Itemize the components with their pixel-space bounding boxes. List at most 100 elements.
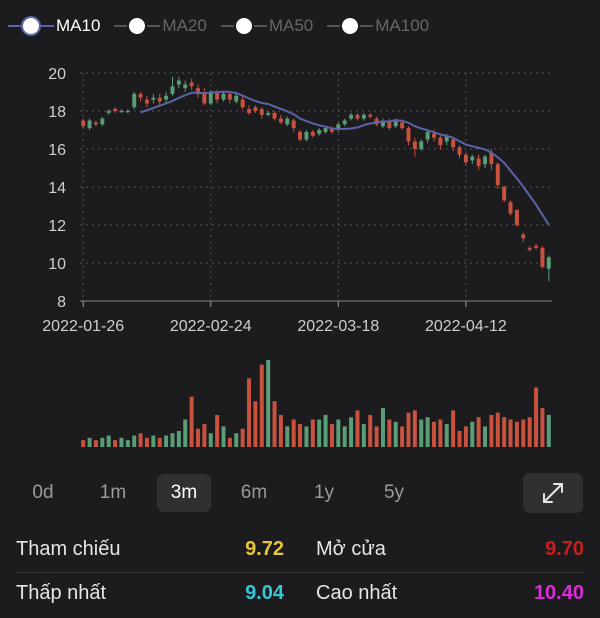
legend-item-ma10[interactable]: MA10 <box>8 12 100 40</box>
tab-1y[interactable]: 1y <box>313 482 335 503</box>
candle-body <box>317 130 322 134</box>
legend-item-ma100[interactable]: MA100 <box>327 12 429 40</box>
candle-body <box>412 141 417 149</box>
candle-body <box>87 120 92 129</box>
volume-bar <box>502 417 507 447</box>
candle-body <box>189 82 194 87</box>
candle-body <box>106 111 111 113</box>
candle-body <box>310 131 315 136</box>
volume-bar <box>323 414 328 447</box>
volume-bar <box>183 419 188 447</box>
legend-label-ma50: MA50 <box>268 16 314 35</box>
volume-bar <box>138 433 143 447</box>
candle-body <box>380 120 385 127</box>
volume-bar <box>495 412 500 447</box>
tab-5y[interactable]: 5y <box>383 482 405 503</box>
volume-bar <box>412 410 417 447</box>
volume-bar <box>113 440 118 447</box>
candle-body <box>240 99 245 108</box>
volume-bar <box>540 408 545 447</box>
candle-body <box>176 80 181 85</box>
volume-bar <box>176 430 181 447</box>
ma50-toggle-icon <box>220 12 267 40</box>
expand-icon <box>543 483 563 503</box>
volume-bar <box>164 435 169 447</box>
candle-body <box>483 156 488 165</box>
volume-bar <box>432 421 436 447</box>
volume-bar <box>240 428 245 447</box>
volume-bar <box>368 414 373 447</box>
candle-body <box>476 158 481 167</box>
candle-body <box>183 84 188 89</box>
candle-body <box>361 114 366 119</box>
ma20-toggle-icon <box>114 12 161 40</box>
volume-bar <box>380 408 385 447</box>
candle-body <box>400 122 405 129</box>
candle-body <box>272 112 277 119</box>
volume-bar <box>457 430 462 447</box>
candle-body <box>521 234 526 239</box>
candle-body <box>196 88 200 94</box>
stat-high-label: Cao nhất <box>316 582 398 604</box>
ma100-toggle-icon <box>327 12 374 40</box>
tab-6m[interactable]: 6m <box>240 482 268 503</box>
candle-body <box>534 245 539 248</box>
ma-legend: MA10 MA20 MA50 MA100 <box>8 12 443 40</box>
volume-bar <box>151 435 156 447</box>
candle-body <box>304 131 309 140</box>
volume-bar <box>470 421 475 447</box>
volume-bar <box>253 401 258 447</box>
candle-body <box>457 147 462 155</box>
candle-body <box>234 95 239 102</box>
volume-bar <box>342 426 347 447</box>
volume-bar <box>425 417 430 447</box>
price-chart[interactable]: 8 10 12 14 16 18 20 2022-01-26 2022-02-24 2022-03… <box>0 0 600 460</box>
candle-body <box>119 111 124 113</box>
candle-body <box>527 247 532 250</box>
tab-3m[interactable]: 3m <box>157 474 211 512</box>
candle-body <box>259 109 264 115</box>
volume-bar <box>119 437 124 447</box>
ma10-toggle-icon <box>8 12 54 40</box>
y-tick-label: 8 <box>57 294 66 311</box>
volume-bar <box>202 424 207 447</box>
y-tick-label: 12 <box>48 218 66 235</box>
stat-reference: Tham chiếu 9.72 <box>16 530 284 574</box>
volume-bar <box>508 419 513 447</box>
legend-item-ma20[interactable]: MA20 <box>114 12 207 40</box>
legend-item-ma50[interactable]: MA50 <box>220 12 314 40</box>
candle-body <box>336 124 341 130</box>
stat-low-label: Thấp nhất <box>16 582 107 604</box>
volume-bar <box>266 360 271 447</box>
tab-1m[interactable]: 1m <box>99 482 127 503</box>
candle-body <box>278 118 283 123</box>
volume-bar <box>100 437 105 447</box>
volume-bar <box>521 419 526 447</box>
candle-body <box>508 202 513 214</box>
volume-bar <box>87 437 92 447</box>
candle-body <box>132 93 137 108</box>
volume-bar <box>259 364 264 447</box>
volume-bar <box>285 426 290 447</box>
volume-bar <box>393 421 398 447</box>
candle-body <box>266 112 271 115</box>
volume-bar <box>317 419 322 447</box>
stat-open: Mở cửa 9.70 <box>316 530 584 574</box>
candle-body <box>113 109 118 111</box>
stat-open-value: 9.70 <box>545 538 584 560</box>
candle-body <box>463 154 468 163</box>
x-tick-label: 2022-02-24 <box>170 318 252 335</box>
candle-body <box>514 209 519 225</box>
stat-low: Thấp nhất 9.04 <box>16 574 284 618</box>
volume-bar <box>234 433 239 447</box>
candle-body <box>438 137 443 146</box>
stat-high: Cao nhất 10.40 <box>316 574 584 618</box>
volume-bar <box>215 414 220 447</box>
volume-bar <box>476 417 481 447</box>
candle-body <box>349 114 354 119</box>
expand-button[interactable] <box>523 473 583 513</box>
volume-bar <box>527 417 532 447</box>
volume-bar <box>221 426 226 447</box>
candle-body <box>323 128 328 132</box>
tab-0d[interactable]: 0d <box>32 482 54 503</box>
